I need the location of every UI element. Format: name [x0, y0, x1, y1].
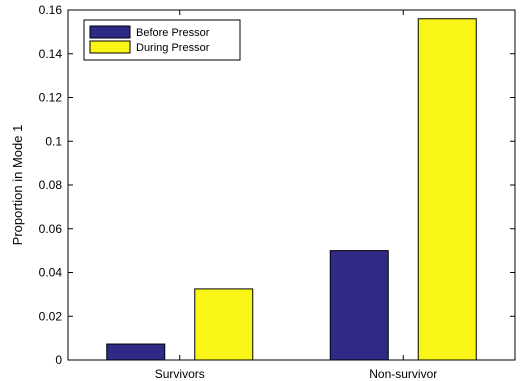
- legend-swatch-0: [89, 25, 131, 39]
- y-tick-label: 0.14: [39, 47, 63, 61]
- y-tick-label: 0.04: [39, 266, 63, 280]
- legend-swatch-1: [89, 40, 131, 54]
- y-tick-label: 0.08: [39, 178, 63, 192]
- x-tick-label: Non-survivor: [369, 367, 437, 381]
- y-tick-label: 0: [55, 353, 62, 367]
- y-tick-label: 0.12: [39, 91, 63, 105]
- legend-label-1: During Pressor: [136, 42, 210, 54]
- x-tick-label: Survivors: [155, 367, 205, 381]
- bars-layer: [106, 18, 477, 361]
- bar-during-pressor-1: [417, 18, 477, 361]
- legend-label-0: Before Pressor: [136, 27, 210, 39]
- y-ticks: 0 0.02 0.04 0.06 0.08 0.1 0.12 0.14 0.16: [39, 3, 515, 367]
- bar-before-pressor-0: [106, 343, 166, 361]
- y-tick-label: 0.1: [45, 134, 62, 148]
- y-axis-label: Proportion in Mode 1: [10, 125, 25, 246]
- y-tick-label: 0.02: [39, 309, 63, 323]
- x-ticks: Survivors Non-survivor: [155, 10, 437, 381]
- legend: Before Pressor During Pressor: [83, 19, 241, 61]
- y-tick-label: 0.16: [39, 3, 63, 17]
- bar-during-pressor-0: [194, 288, 254, 361]
- bar-before-pressor-1: [329, 250, 389, 361]
- y-tick-label: 0.06: [39, 222, 63, 236]
